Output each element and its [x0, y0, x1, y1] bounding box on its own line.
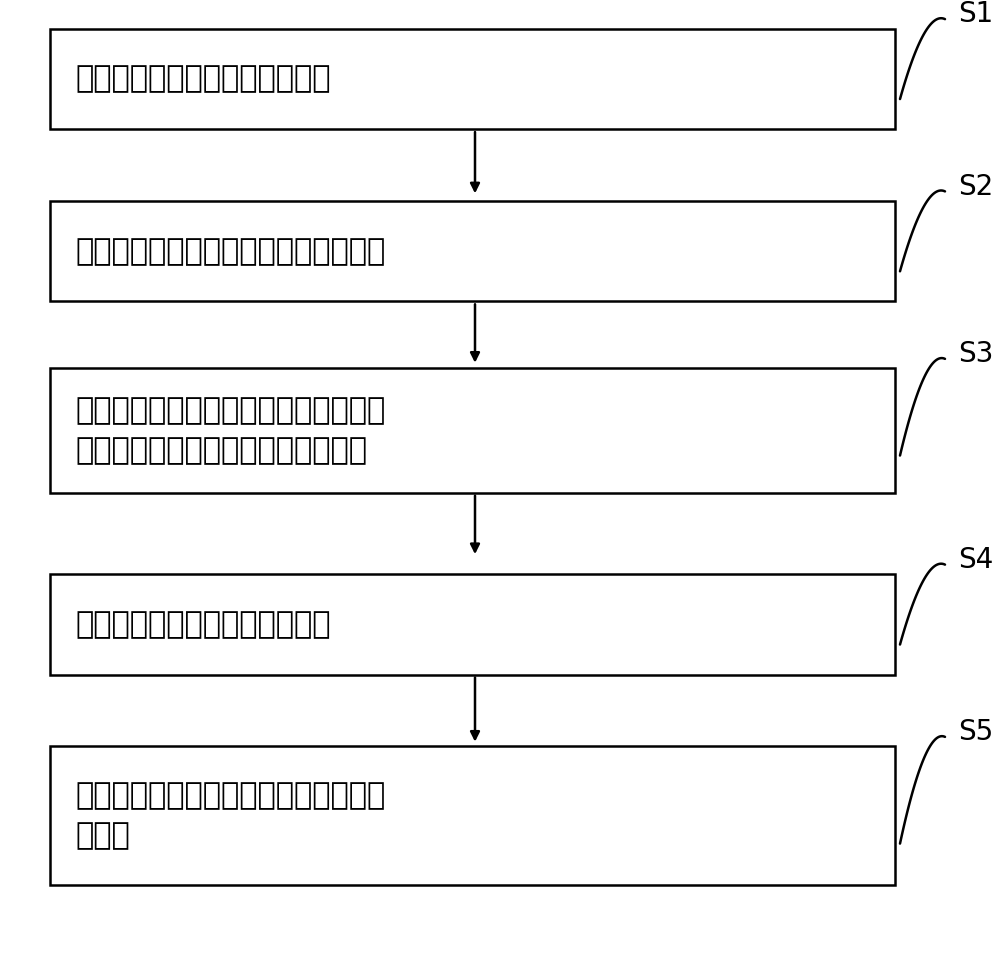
Bar	[50, 29, 895, 129]
Text: S4: S4	[958, 545, 993, 574]
Text: 对基材与化学铜层同时进行切割，形成
电路板: 对基材与化学铜层同时进行切割，形成 电路板	[75, 781, 385, 851]
Text: 在基材表面依次设化学铜层、第一铜层: 在基材表面依次设化学铜层、第一铜层	[75, 236, 385, 266]
Bar	[50, 201, 895, 301]
Text: 在化学铜层表面蚀刻形成线路层: 在化学铜层表面蚀刻形成线路层	[75, 610, 330, 639]
Text: S2: S2	[958, 172, 993, 201]
Bar	[50, 746, 895, 885]
Bar	[50, 368, 895, 493]
Text: S1: S1	[958, 0, 993, 29]
Text: S3: S3	[958, 340, 993, 368]
Text: S5: S5	[958, 718, 993, 746]
Text: 在化学铜层表面依次电镀有第一镀层、
阻挡层，铣掉让位孔一侧的化学铜层: 在化学铜层表面依次电镀有第一镀层、 阻挡层，铣掉让位孔一侧的化学铜层	[75, 396, 385, 465]
Text: 提供基材，在基材上开设让位孔: 提供基材，在基材上开设让位孔	[75, 64, 330, 94]
Bar	[50, 574, 895, 675]
